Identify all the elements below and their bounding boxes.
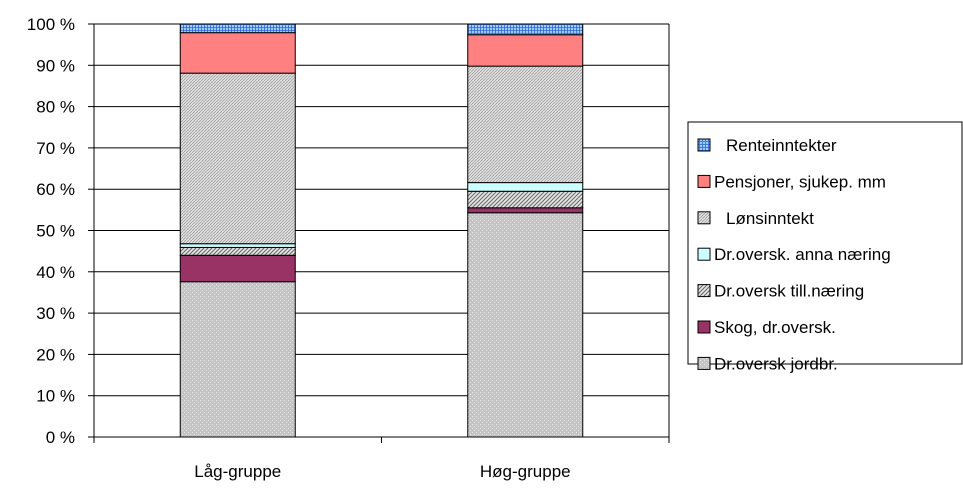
bar-segment: [467, 212, 584, 438]
legend-swatch: [697, 356, 711, 370]
legend-label: Renteinntekter: [726, 136, 837, 155]
bar-segment: [179, 72, 296, 245]
legend-swatch: [697, 174, 711, 188]
bar-segment: [179, 254, 296, 283]
legend-swatch: [697, 284, 711, 298]
y-tick-label: 0 %: [46, 428, 75, 447]
legend-label: Lønsinntekt: [726, 209, 814, 228]
bar-segment: [467, 190, 584, 209]
bar-segment: [179, 23, 296, 34]
legend-label: Pensjoner, sjukep. mm: [714, 172, 886, 191]
y-tick-label: 100 %: [27, 15, 75, 34]
bar-segment: [467, 23, 584, 36]
bar-segment: [179, 243, 296, 248]
bar-segment: [179, 32, 296, 74]
y-tick-label: 10 %: [36, 387, 75, 406]
bar-segment: [179, 281, 296, 438]
legend-label: Dr.oversk jordbr.: [714, 354, 838, 373]
legend-label: Dr.oversk. anna næring: [714, 245, 891, 264]
y-tick-label: 90 %: [36, 56, 75, 75]
legend-label: Skog, dr.oversk.: [714, 318, 836, 337]
x-tick-label: Høg-gruppe: [480, 462, 571, 481]
bar-segment: [467, 182, 584, 192]
legend-swatch: [697, 247, 711, 261]
legend-swatch: [697, 320, 711, 334]
legend-swatch: [697, 211, 711, 225]
bar-segment: [467, 207, 584, 214]
y-tick-label: 80 %: [36, 98, 75, 117]
y-tick-label: 60 %: [36, 180, 75, 199]
y-tick-label: 40 %: [36, 263, 75, 282]
legend-swatch: [697, 138, 711, 152]
y-tick-label: 70 %: [36, 139, 75, 158]
bar-segment: [467, 65, 584, 184]
y-tick-label: 30 %: [36, 304, 75, 323]
legend-label: Dr.oversk till.næring: [714, 282, 864, 301]
x-tick-label: Låg-gruppe: [194, 462, 281, 481]
legend-box: [687, 121, 963, 365]
bar-segment: [467, 34, 584, 67]
bar-segment: [179, 246, 296, 256]
y-tick-label: 50 %: [36, 222, 75, 241]
y-tick-label: 20 %: [36, 345, 75, 364]
